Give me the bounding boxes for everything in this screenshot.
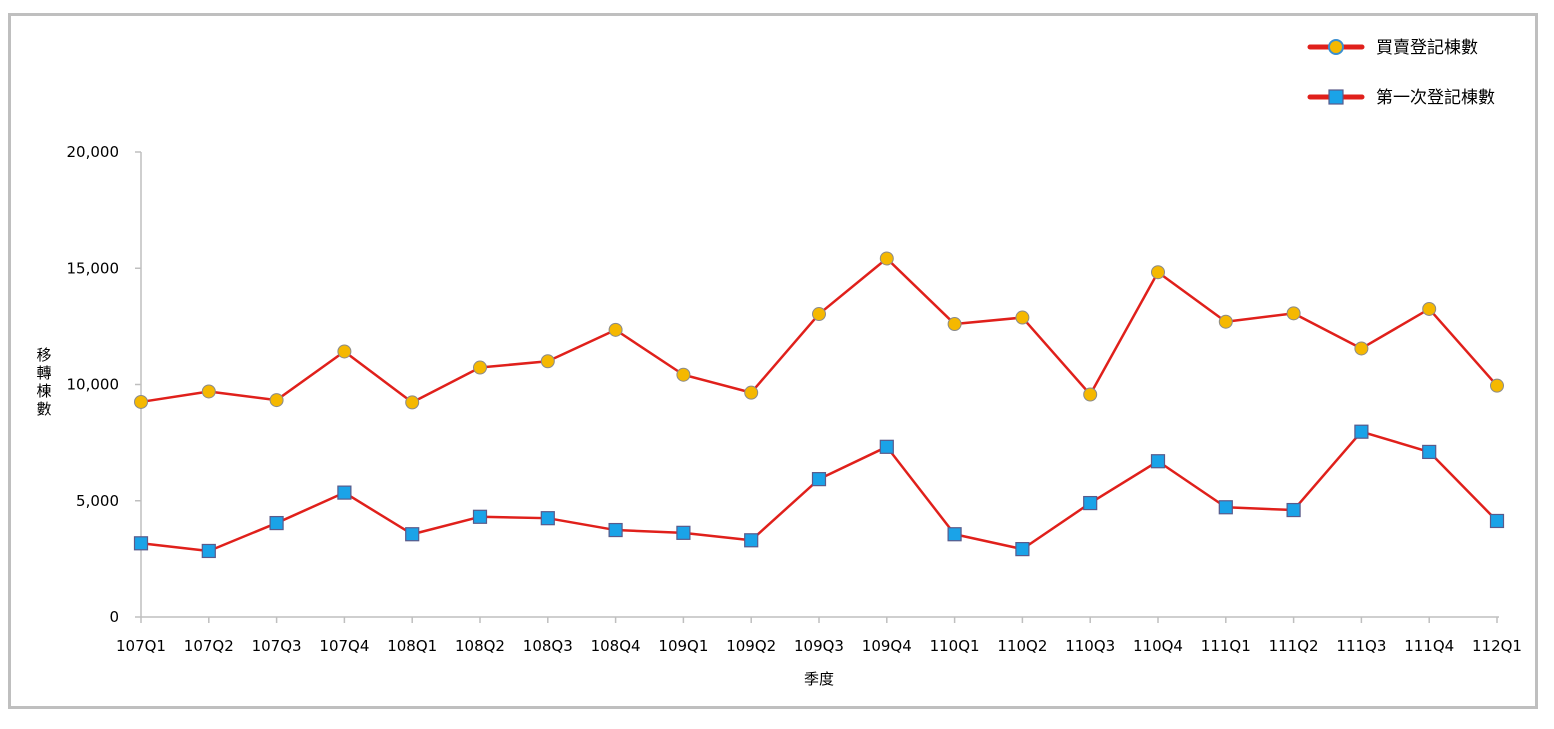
- data-point: [1150, 454, 1166, 469]
- data-point: [337, 485, 352, 500]
- data-point: [608, 322, 623, 337]
- x-tick-label: 110Q3: [1065, 637, 1115, 655]
- data-point: [201, 384, 216, 399]
- chart-frame: [8, 13, 1538, 709]
- data-point: [1015, 310, 1030, 325]
- data-point: [1218, 314, 1233, 329]
- x-tick-label: 108Q2: [455, 637, 505, 655]
- data-point: [1015, 542, 1030, 557]
- y-tick-label: 15,000: [67, 259, 120, 277]
- legend-marker: [1328, 39, 1344, 55]
- data-point: [1354, 424, 1369, 439]
- data-point: [676, 525, 691, 540]
- data-point: [405, 395, 420, 410]
- data-point: [608, 522, 623, 538]
- series-group: [133, 251, 1505, 559]
- legend-item: 買賣登記棟數: [1307, 38, 1478, 58]
- data-point: [1286, 306, 1301, 321]
- data-point: [269, 515, 284, 531]
- x-tick-label: 111Q1: [1201, 637, 1251, 655]
- x-tick-label: 107Q1: [116, 637, 166, 655]
- legend-item: 第一次登記棟數: [1307, 88, 1495, 108]
- data-point: [1489, 513, 1505, 529]
- data-point: [1286, 502, 1301, 518]
- data-point: [1218, 500, 1233, 515]
- data-point: [744, 385, 759, 400]
- data-point: [1354, 341, 1369, 356]
- data-point: [201, 543, 216, 559]
- data-point: [1083, 387, 1098, 402]
- x-tick-label: 107Q2: [184, 637, 234, 655]
- data-point: [947, 317, 962, 332]
- x-tick-label: 110Q2: [997, 637, 1047, 655]
- x-tick-label: 108Q3: [523, 637, 573, 655]
- x-axis-ticks: 107Q1 107Q2 107Q3 107Q4 108Q1 108Q2 108Q3 108Q4…: [116, 617, 1522, 655]
- series-line: [140, 257, 1498, 404]
- data-point: [405, 527, 420, 542]
- x-tick-label: 107Q4: [319, 637, 369, 655]
- data-point: [472, 509, 488, 524]
- y-tick-label: 5,000: [76, 492, 119, 510]
- data-point: [1490, 378, 1504, 393]
- x-tick-label: 111Q2: [1269, 637, 1319, 655]
- data-point: [879, 251, 894, 266]
- x-tick-label: 110Q4: [1133, 637, 1183, 655]
- x-tick-label: 109Q1: [658, 637, 708, 655]
- x-tick-label: 109Q2: [726, 637, 776, 655]
- x-tick-label: 109Q3: [794, 637, 844, 655]
- axes: [140, 152, 1499, 618]
- data-point: [1151, 265, 1165, 280]
- x-tick-label: 111Q3: [1336, 637, 1386, 655]
- y-axis-title: 移轉棟數: [36, 346, 51, 418]
- x-axis-title: 季度: [804, 670, 834, 688]
- x-tick-label: 107Q3: [252, 637, 302, 655]
- data-point: [744, 533, 759, 548]
- y-axis-ticks: 0 5,000 10,000 15,000 20,000: [67, 143, 141, 626]
- x-tick-label: 108Q1: [387, 637, 437, 655]
- data-point: [540, 511, 555, 526]
- series-2: [133, 424, 1505, 559]
- data-point: [879, 439, 894, 454]
- data-point: [133, 536, 149, 551]
- y-tick-label: 10,000: [67, 376, 120, 394]
- data-point: [269, 393, 284, 408]
- legend-marker: [1328, 89, 1344, 105]
- data-point: [1422, 301, 1437, 316]
- data-point: [676, 367, 691, 382]
- data-point: [473, 360, 487, 375]
- data-point: [1422, 444, 1437, 460]
- x-tick-label: 111Q4: [1404, 637, 1454, 655]
- legend-label: 買賣登記棟數: [1376, 38, 1478, 58]
- series-1: [134, 251, 1504, 410]
- data-point: [1083, 495, 1098, 511]
- x-tick-label: 112Q1: [1472, 637, 1522, 655]
- data-point: [540, 354, 555, 369]
- legend-label: 第一次登記棟數: [1376, 88, 1495, 108]
- x-tick-label: 109Q4: [862, 637, 912, 655]
- data-point: [337, 344, 352, 359]
- x-tick-label: 108Q4: [591, 637, 641, 655]
- data-point: [812, 307, 826, 322]
- data-point: [947, 527, 962, 542]
- x-tick-label: 110Q1: [930, 637, 980, 655]
- y-tick-label: 20,000: [67, 143, 120, 161]
- data-point: [811, 472, 827, 487]
- data-point: [134, 394, 148, 409]
- y-tick-label: 0: [109, 608, 119, 626]
